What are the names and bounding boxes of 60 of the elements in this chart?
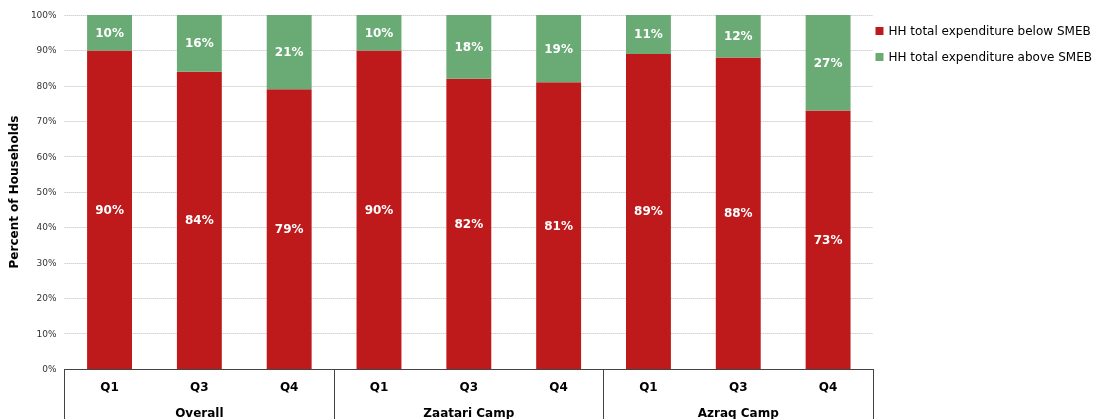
bar: [805, 15, 851, 111]
data-label: 10%: [364, 25, 394, 40]
bar: [805, 110, 851, 369]
data-label: 16%: [184, 36, 214, 51]
bar: [536, 15, 582, 83]
x-tick-label: Q3: [459, 380, 479, 394]
x-tick-label: Q4: [549, 380, 568, 394]
x-tick-label: Q3: [190, 380, 209, 394]
data-label: 11%: [634, 27, 663, 42]
y-axis-title: Percent of Households: [7, 115, 21, 269]
y-tick-label: 100%: [30, 10, 58, 20]
x-tick-label: Q1: [100, 380, 119, 394]
y-tick-label: 10%: [36, 328, 58, 339]
data-label: 90%: [364, 202, 394, 217]
bar: [626, 15, 671, 54]
x-tick-label: Q4: [279, 380, 299, 394]
y-tick-label: 90%: [36, 45, 58, 56]
x-tick-label: Q1: [369, 380, 389, 394]
x-tick-label: Q4: [818, 380, 838, 394]
bar: [446, 78, 492, 369]
y-tick-label: 40%: [36, 222, 58, 233]
legend-label: HH total expenditure above SMEB: [888, 50, 1093, 64]
text: Azraq Camp: [697, 406, 780, 419]
data-label: 19%: [544, 41, 573, 56]
y-tick-label: 0%: [42, 364, 58, 374]
y-tick-label: 70%: [36, 116, 58, 127]
data-label: 21%: [274, 45, 304, 60]
bar: [536, 82, 582, 369]
data-label: 82%: [454, 216, 484, 231]
y-tick-label: 20%: [36, 293, 58, 304]
bar: [266, 15, 312, 90]
data-label: 10%: [95, 25, 124, 40]
x-tick-label: Q1: [639, 380, 658, 394]
bar: [176, 71, 222, 369]
data-label: 79%: [274, 222, 304, 237]
y-tick-label: 60%: [36, 151, 58, 162]
data-label: 90%: [95, 202, 124, 217]
data-label: 18%: [454, 39, 484, 54]
data-label: 73%: [813, 232, 843, 247]
x-tick-label: Q3: [728, 380, 748, 394]
bar: [356, 50, 402, 369]
y-tick-label: 50%: [36, 187, 58, 197]
bar: [715, 15, 761, 58]
bar: [176, 15, 222, 72]
y-tick-label: 30%: [36, 257, 58, 268]
text: Zaatari Camp: [423, 406, 515, 419]
data-label: 84%: [184, 213, 214, 228]
bar: [87, 50, 132, 369]
legend-label: HH total expenditure below SMEB: [888, 24, 1091, 38]
y-tick-label: 80%: [36, 80, 58, 91]
data-label: 12%: [723, 29, 753, 44]
data-label: 89%: [634, 204, 663, 219]
bar: [266, 89, 312, 369]
bar: [446, 15, 492, 79]
data-label: 88%: [723, 206, 753, 221]
text: Overall: [175, 406, 224, 419]
data-label: 81%: [544, 218, 573, 233]
bar: [626, 53, 671, 369]
data-label: 27%: [813, 55, 843, 70]
bar: [715, 57, 761, 369]
